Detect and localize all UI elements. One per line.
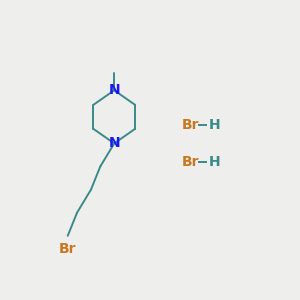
Text: Br: Br [182,155,199,169]
Text: N: N [108,83,120,97]
Text: Br: Br [59,242,76,256]
Text: H: H [208,155,220,169]
Text: Br: Br [182,118,199,132]
Text: H: H [208,118,220,132]
Text: N: N [108,136,120,150]
